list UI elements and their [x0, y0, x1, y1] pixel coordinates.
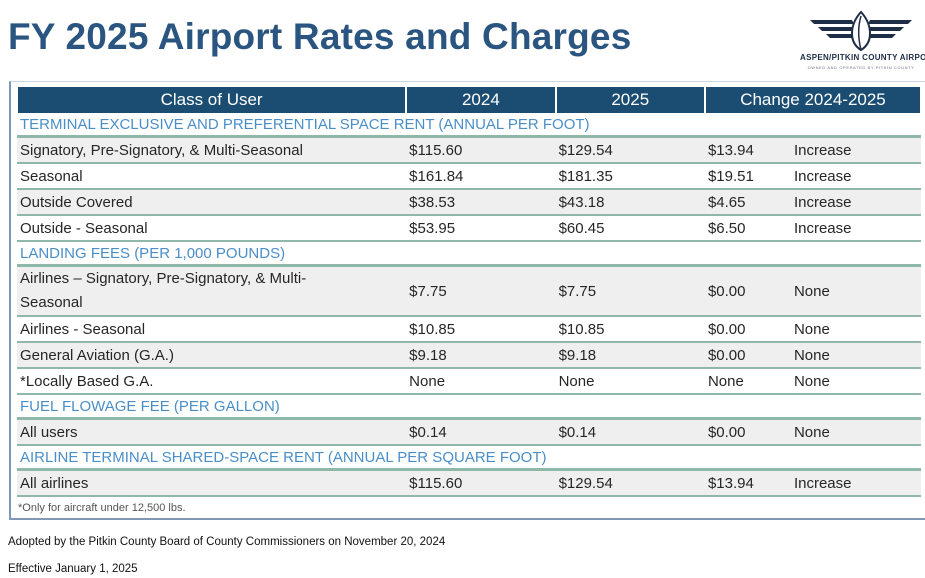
- section-header: FUEL FLOWAGE FEE (PER GALLON): [17, 394, 921, 420]
- table-row: Outside Covered $38.53 $43.18 $4.65 Incre…: [17, 189, 921, 216]
- change-direction: None: [793, 320, 830, 338]
- section-title: LANDING FEES (PER 1,000 POUNDS): [17, 241, 921, 267]
- page-title: FY 2025 Airport Rates and Charges: [8, 16, 632, 57]
- change-cell: $19.51 Increase: [704, 163, 921, 190]
- change-direction: Increase: [793, 167, 852, 185]
- value-2024: $161.84: [406, 163, 556, 190]
- value-2024: $115.60: [406, 136, 556, 164]
- airport-logo: ASPEN/PITKIN COUNTY AIRPORT OWNED AND OP…: [800, 6, 925, 76]
- change-cell: $0.00 None: [704, 418, 921, 446]
- value-2024: $9.18: [406, 342, 556, 369]
- section-header: TERMINAL EXCLUSIVE AND PREFERENTIAL SPAC…: [17, 113, 921, 138]
- value-2025: $0.14: [555, 418, 705, 446]
- table-row: Signatory, Pre-Signatory, & Multi-Season…: [17, 136, 921, 164]
- change-cell: $4.65 Increase: [704, 189, 921, 216]
- change-cell: $13.94 Increase: [704, 469, 921, 497]
- change-amount: $6.50: [707, 219, 746, 237]
- change-amount: None: [707, 372, 744, 390]
- value-2025: None: [555, 368, 705, 395]
- change-cell: $13.94 Increase: [704, 136, 921, 164]
- change-cell: $0.00 None: [704, 316, 921, 343]
- value-2025: $60.45: [555, 215, 705, 242]
- value-2025: $9.18: [555, 342, 705, 369]
- change-direction: Increase: [793, 474, 852, 492]
- value-2025: $43.18: [555, 189, 705, 216]
- class-cell: Airlines - Seasonal: [17, 316, 407, 343]
- class-cell: All users: [17, 418, 407, 446]
- class-cell: Signatory, Pre-Signatory, & Multi-Season…: [17, 136, 407, 164]
- header-row: Class of User 2024 2025 Change 2024-2025: [15, 87, 923, 113]
- table-row: *Locally Based G.A. None None None None: [17, 368, 921, 395]
- table-frame: [9, 81, 925, 520]
- change-amount: $0.00: [707, 423, 746, 441]
- rates-table: Class of User 2024 2025 Change 2024-2025…: [15, 87, 923, 497]
- class-cell: All airlines: [17, 469, 407, 497]
- change-direction: None: [793, 282, 830, 300]
- table-row: Airlines - Seasonal $10.85 $10.85 $0.00 N…: [17, 316, 921, 343]
- change-amount: $19.51: [707, 167, 754, 185]
- change-amount: $0.00: [707, 346, 746, 364]
- effective-date: Effective January 1, 2025: [8, 563, 138, 575]
- class-cell: Outside - Seasonal: [17, 215, 407, 242]
- change-direction: None: [793, 372, 830, 390]
- value-2024: $38.53: [406, 189, 556, 216]
- section-title: AIRLINE TERMINAL SHARED-SPACE RENT (ANNU…: [17, 445, 921, 471]
- logo-tagline: OWNED AND OPERATED BY PITKIN COUNTY: [807, 65, 915, 70]
- class-cell: General Aviation (G.A.): [17, 342, 407, 369]
- class-line-1: Airlines – Signatory, Pre-Signatory, & M…: [20, 270, 307, 287]
- header-change: Change 2024-2025: [703, 87, 923, 113]
- value-2025: $181.35: [555, 163, 705, 190]
- section-title: FUEL FLOWAGE FEE (PER GALLON): [17, 394, 921, 420]
- table-row: Seasonal $161.84 $181.35 $19.51 Increase: [17, 163, 921, 190]
- change-cell: $0.00 None: [704, 265, 921, 317]
- table-row: Airlines – Signatory, Pre-Signatory, & M…: [17, 265, 921, 317]
- value-2024: $53.95: [406, 215, 556, 242]
- change-direction: Increase: [793, 193, 852, 211]
- value-2025: $7.75: [555, 265, 705, 317]
- change-cell: $6.50 Increase: [704, 215, 921, 242]
- value-2024: None: [406, 368, 556, 395]
- table-row: All airlines $115.60 $129.54 $13.94 Incre…: [17, 469, 921, 497]
- value-2025: $129.54: [555, 136, 705, 164]
- class-cell: Seasonal: [17, 163, 407, 190]
- section-header: AIRLINE TERMINAL SHARED-SPACE RENT (ANNU…: [17, 445, 921, 471]
- table-row: Outside - Seasonal $53.95 $60.45 $6.50 In…: [17, 215, 921, 242]
- table-row: General Aviation (G.A.) $9.18 $9.18 $0.0…: [17, 342, 921, 369]
- change-direction: Increase: [793, 141, 852, 159]
- table-footnote: *Only for aircraft under 12,500 lbs.: [18, 502, 186, 514]
- change-amount: $0.00: [707, 320, 746, 338]
- change-direction: Increase: [793, 219, 852, 237]
- class-cell: Airlines – Signatory, Pre-Signatory, & M…: [17, 265, 407, 317]
- header-class-of-user: Class of User: [15, 87, 408, 113]
- table-row: All users $0.14 $0.14 $0.00 None: [17, 418, 921, 446]
- change-direction: None: [793, 346, 830, 364]
- adoption-note: Adopted by the Pitkin County Board of Co…: [8, 536, 446, 548]
- change-cell: None None: [704, 368, 921, 395]
- class-cell: *Locally Based G.A.: [17, 368, 407, 395]
- change-direction: None: [793, 423, 830, 441]
- section-header: LANDING FEES (PER 1,000 POUNDS): [17, 241, 921, 267]
- change-cell: $0.00 None: [704, 342, 921, 369]
- header-2024: 2024: [405, 87, 557, 113]
- change-amount: $0.00: [707, 282, 746, 300]
- header-2025: 2025: [554, 87, 706, 113]
- airport-wings-leaf-logo-icon: [810, 10, 912, 52]
- class-cell: Outside Covered: [17, 189, 407, 216]
- section-title: TERMINAL EXCLUSIVE AND PREFERENTIAL SPAC…: [17, 113, 921, 138]
- value-2024: $0.14: [406, 418, 556, 446]
- value-2025: $129.54: [555, 469, 705, 497]
- change-amount: $4.65: [707, 193, 746, 211]
- value-2024: $10.85: [406, 316, 556, 343]
- value-2025: $10.85: [555, 316, 705, 343]
- value-2024: $115.60: [406, 469, 556, 497]
- logo-name: ASPEN/PITKIN COUNTY AIRPORT: [800, 53, 925, 62]
- value-2024: $7.75: [406, 265, 556, 317]
- change-amount: $13.94: [707, 474, 754, 492]
- change-amount: $13.94: [707, 141, 754, 159]
- class-line-2: Seasonal: [20, 294, 83, 311]
